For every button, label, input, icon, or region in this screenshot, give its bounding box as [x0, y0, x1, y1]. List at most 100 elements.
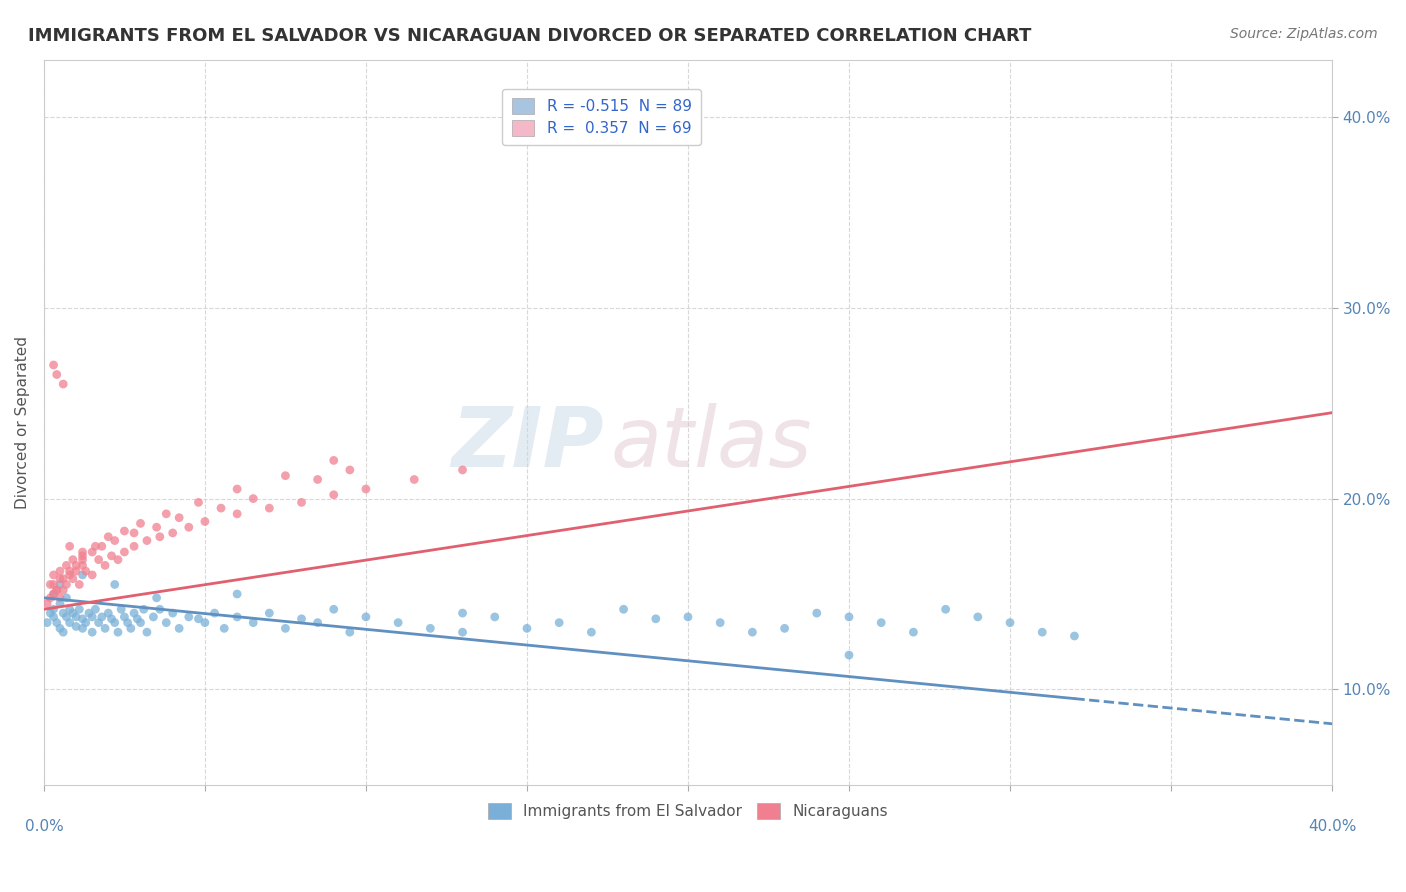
Point — [149, 602, 172, 616]
Point — [65, 610, 87, 624]
Point — [773, 621, 796, 635]
Point — [167, 621, 190, 635]
Point — [65, 564, 87, 578]
Point — [194, 515, 217, 529]
Point — [75, 615, 97, 630]
Point — [110, 602, 132, 616]
Point — [42, 602, 65, 616]
Point — [42, 587, 65, 601]
Point — [45, 583, 67, 598]
Point — [97, 606, 120, 620]
Point — [226, 610, 249, 624]
Point — [94, 558, 117, 573]
Point — [90, 539, 112, 553]
Point — [966, 610, 988, 624]
Text: ZIP: ZIP — [451, 403, 605, 484]
Point — [117, 615, 139, 630]
Point — [741, 625, 763, 640]
Point — [145, 520, 167, 534]
Point — [62, 572, 84, 586]
Point — [548, 615, 571, 630]
Point — [354, 482, 377, 496]
Point — [419, 621, 441, 635]
Point — [149, 530, 172, 544]
Point — [42, 610, 65, 624]
Point — [52, 583, 75, 598]
Point — [404, 473, 426, 487]
Point — [122, 525, 145, 540]
Point — [72, 558, 94, 573]
Point — [84, 602, 107, 616]
Point — [129, 615, 152, 630]
Point — [72, 549, 94, 563]
Point — [72, 621, 94, 635]
Point — [94, 621, 117, 635]
Point — [104, 577, 127, 591]
Point — [242, 615, 264, 630]
Point — [52, 572, 75, 586]
Point — [806, 606, 828, 620]
Point — [274, 468, 297, 483]
Point — [55, 558, 77, 573]
Point — [112, 524, 135, 538]
Point — [1063, 629, 1085, 643]
Point — [49, 621, 72, 635]
Point — [484, 610, 506, 624]
Point — [132, 602, 155, 616]
Point — [935, 602, 957, 616]
Point — [112, 545, 135, 559]
Point — [82, 568, 104, 582]
Point — [55, 610, 77, 624]
Point — [59, 539, 82, 553]
Point — [226, 482, 249, 496]
Point — [903, 625, 925, 640]
Point — [322, 453, 344, 467]
Point — [838, 610, 860, 624]
Point — [112, 610, 135, 624]
Point — [204, 606, 226, 620]
Point — [155, 615, 177, 630]
Point — [104, 615, 127, 630]
Text: atlas: atlas — [610, 403, 813, 484]
Point — [136, 533, 159, 548]
Point — [45, 583, 67, 598]
Point — [870, 615, 893, 630]
Point — [142, 610, 165, 624]
Point — [67, 577, 90, 591]
Point — [339, 625, 361, 640]
Point — [42, 577, 65, 591]
Point — [644, 612, 666, 626]
Point — [42, 358, 65, 372]
Point — [59, 564, 82, 578]
Point — [177, 610, 200, 624]
Point — [127, 612, 149, 626]
Point — [451, 463, 474, 477]
Point — [167, 510, 190, 524]
Point — [62, 552, 84, 566]
Point — [77, 606, 100, 620]
Text: 0.0%: 0.0% — [24, 819, 63, 834]
Point — [145, 591, 167, 605]
Point — [122, 539, 145, 553]
Point — [162, 525, 184, 540]
Point — [39, 606, 62, 620]
Point — [322, 602, 344, 616]
Point — [194, 615, 217, 630]
Point — [52, 377, 75, 392]
Point — [55, 591, 77, 605]
Point — [177, 520, 200, 534]
Point — [259, 606, 281, 620]
Point — [52, 606, 75, 620]
Point — [339, 463, 361, 477]
Point — [75, 564, 97, 578]
Text: Source: ZipAtlas.com: Source: ZipAtlas.com — [1230, 27, 1378, 41]
Point — [838, 648, 860, 662]
Point — [1031, 625, 1053, 640]
Point — [87, 615, 110, 630]
Point — [45, 368, 67, 382]
Point — [104, 533, 127, 548]
Point — [42, 568, 65, 582]
Text: 40.0%: 40.0% — [1308, 819, 1357, 834]
Point — [87, 552, 110, 566]
Point — [322, 488, 344, 502]
